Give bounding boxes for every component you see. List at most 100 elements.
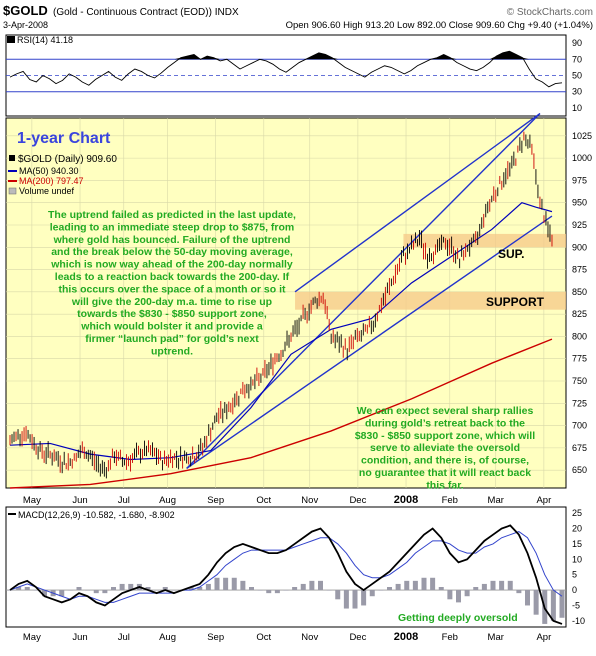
macd-histogram-bar (507, 580, 513, 591)
month-label: Jul (118, 632, 130, 643)
commentary-line: which would bolster it and provide a (80, 321, 263, 333)
price-tick-label: 825 (572, 309, 587, 319)
channel-line (294, 112, 541, 293)
rsi-label: RSI(14) 41.18 (17, 35, 73, 45)
rsi-line (9, 50, 563, 88)
month-label: Feb (442, 632, 458, 643)
macd-histogram-bar (318, 580, 323, 591)
commentary-line: will give the 200-day m.a. time to rise … (71, 296, 272, 308)
volume-legend-swatch (8, 187, 17, 195)
rsi-tick-label: 10 (572, 103, 582, 113)
month-label: Mar (488, 495, 504, 506)
macd-histogram-bar (240, 580, 246, 591)
month-label: Feb (442, 495, 458, 506)
macd-histogram-bar (438, 587, 444, 591)
macd-histogram-bar (85, 590, 91, 591)
macd-histogram-bar (430, 577, 436, 591)
macd-tick-label: 20 (572, 524, 582, 534)
ma50-line (9, 202, 553, 461)
macd-histogram-bar (274, 590, 280, 594)
month-label: 2008 (394, 631, 418, 643)
price-legend-swatch (9, 155, 15, 161)
month-axis-macd: May Jun Jul Aug Sep Oct Nov Dec 2008 Feb Mar Apr (23, 631, 551, 643)
month-label: Jun (72, 632, 87, 643)
commentary-line: uptrend. (151, 345, 193, 357)
commentary-line: and the break below the 50-day moving av… (51, 246, 293, 258)
price-tick-label: 750 (572, 376, 587, 386)
macd-histogram-bar (283, 590, 289, 591)
sup-zone (403, 233, 566, 248)
macd-histogram-bar (378, 590, 384, 591)
month-label: Dec (349, 632, 366, 643)
macd-histogram-bar (67, 590, 73, 591)
macd-histogram-bar (102, 590, 108, 594)
month-label: Jul (118, 495, 130, 506)
macd-histogram-bar (128, 583, 134, 591)
month-label: Aug (159, 495, 176, 506)
macd-histogram-bar (550, 590, 556, 621)
macd-tick-label: -10 (572, 616, 585, 626)
ma200-legend: MA(200) 797.47 (19, 176, 84, 186)
rallies-text: We can expect several sharp rallies durin… (355, 405, 535, 491)
rsi-tick-label: 90 (572, 38, 582, 48)
macd-histogram-bar (499, 580, 505, 591)
macd-histogram-bar (533, 590, 539, 615)
macd-histogram-bar (412, 580, 418, 591)
macd-histogram-bar (352, 590, 358, 609)
price-tick-label: 675 (572, 443, 587, 453)
month-label: Sep (207, 632, 224, 643)
month-label: Mar (488, 632, 504, 643)
price-tick-label: 875 (572, 265, 587, 275)
macd-histogram-bar (257, 590, 263, 591)
symbol-title: $GOLD (3, 3, 48, 18)
rsi-legend-swatch (7, 36, 15, 43)
month-label: Oct (256, 632, 271, 643)
commentary-line: leads to a reaction back towards the 200… (55, 271, 290, 283)
macd-histogram-bar (525, 590, 530, 606)
one-year-label: 1-year Chart (17, 130, 111, 147)
macd-tick-label: 25 (572, 508, 582, 518)
macd-histogram-bar (343, 590, 349, 609)
macd-histogram-bar (464, 590, 470, 597)
price-tick-label: 1000 (572, 153, 592, 163)
ohlc-values: Open 906.60 High 913.20 Low 892.00 Close… (286, 20, 593, 31)
month-label: Jun (72, 495, 87, 506)
macd-histogram-bar (231, 577, 237, 591)
month-axis-price: May Jun Jul Aug Sep Oct Nov Dec 2008 Feb Mar Apr (23, 494, 551, 506)
commentary-line: which is now way ahead of the 200-day no… (50, 259, 293, 271)
macd-histogram-bar (292, 587, 298, 591)
month-label: Nov (301, 632, 318, 643)
month-label: May (23, 632, 41, 643)
macd-histogram-bar (7, 590, 13, 591)
commentary-line: where gold has bounced. Failure of the u… (53, 234, 291, 246)
month-label: Apr (536, 495, 551, 506)
rsi-tick-label: 50 (572, 71, 582, 81)
macd-histogram-bar (473, 587, 479, 591)
rallies-line: serve to alleviate the oversold (370, 442, 520, 454)
rallies-line: condition, and there is, of course, (361, 455, 529, 467)
rallies-line: We can expect several sharp rallies (357, 405, 534, 417)
ma200-line (9, 338, 553, 489)
commentary-line: The uptrend failed as predicted in the l… (48, 209, 296, 221)
macd-histogram-bar (24, 587, 30, 591)
month-label: 2008 (394, 494, 418, 506)
rsi-tick-label: 30 (572, 87, 582, 97)
ma50-legend: MA(50) 940.30 (19, 166, 79, 176)
macd-histogram-bar (369, 590, 375, 597)
support-label: SUPPORT (486, 295, 545, 309)
macd-tick-label: 10 (572, 554, 582, 564)
price-legend: $GOLD (Daily) 909.60 (18, 154, 117, 165)
month-label: Apr (536, 632, 551, 643)
symbol-description: (Gold - Continuous Contract (EOD)) INDX (53, 7, 239, 18)
macd-histogram-bar (249, 587, 254, 591)
commentary-line: this occurs over the space of a month or… (59, 283, 286, 295)
macd-label: MACD(12,26,9) -10.582, -1.680, -8.902 (18, 510, 175, 520)
macd-tick-label: 5 (572, 570, 577, 580)
macd-histogram-bar (188, 587, 194, 591)
macd-histogram-bar (111, 587, 116, 591)
price-tick-label: 800 (572, 331, 587, 341)
macd-histogram-bar (214, 577, 220, 591)
macd-tick-label: -5 (572, 600, 580, 610)
macd-axis: 25 20 15 10 5 0 -5 -10 (572, 508, 585, 626)
macd-histogram-bar (162, 587, 168, 591)
